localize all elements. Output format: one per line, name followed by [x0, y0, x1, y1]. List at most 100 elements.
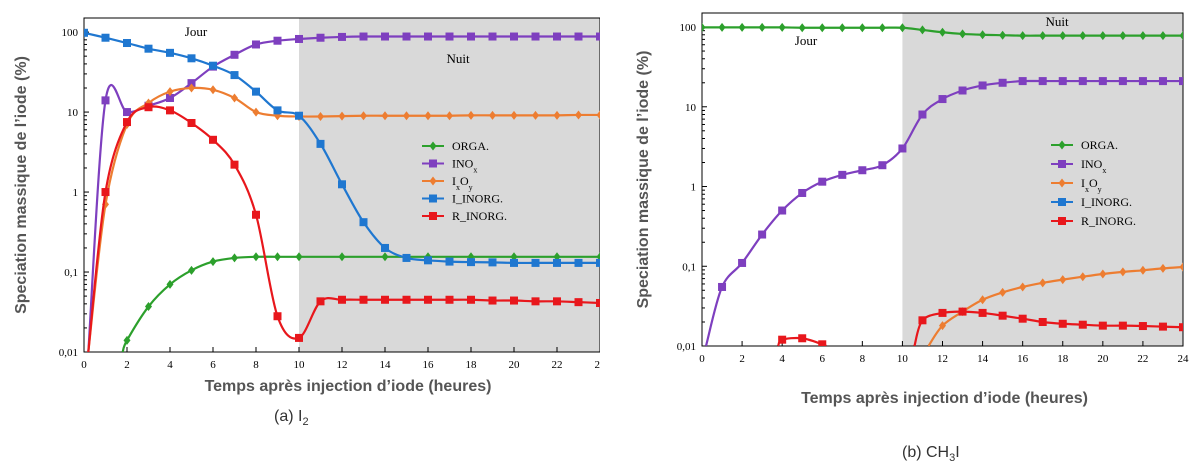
data-point-3	[510, 258, 518, 267]
y-tick-label: 10	[67, 107, 79, 119]
data-point-1	[574, 32, 583, 41]
x-tick-label: 10	[897, 353, 909, 365]
data-point-3	[359, 218, 368, 227]
data-point-2	[166, 87, 174, 97]
caption-a: (a) I2	[274, 408, 309, 428]
data-point-0	[1059, 31, 1067, 41]
x-tick-label: 16	[423, 359, 435, 371]
legend-label: ORGA.	[452, 139, 489, 153]
data-point-3	[84, 28, 88, 37]
data-point-0	[252, 252, 260, 262]
data-point-1	[123, 108, 131, 117]
x-tick-label: 6	[820, 353, 826, 365]
day-label: Jour	[185, 24, 208, 39]
data-point-3	[467, 258, 475, 267]
data-point-4	[798, 334, 807, 343]
data-point-1	[738, 258, 747, 267]
data-point-1	[596, 32, 600, 41]
data-point-3	[531, 258, 540, 267]
data-point-3	[187, 54, 196, 63]
data-point-1	[1158, 77, 1167, 86]
data-point-4	[998, 311, 1007, 320]
data-point-2	[446, 111, 453, 121]
legend-marker	[429, 194, 437, 203]
data-point-1	[918, 110, 927, 119]
data-point-4	[1118, 321, 1127, 330]
series-group	[702, 22, 1183, 346]
legend-marker	[1058, 140, 1066, 150]
x-tick-label: 0	[699, 353, 705, 365]
data-point-3	[209, 61, 217, 70]
data-point-4	[1158, 322, 1167, 331]
data-point-4	[166, 106, 174, 115]
legend-marker	[1058, 198, 1066, 206]
data-point-1	[510, 32, 518, 41]
data-point-4	[359, 295, 368, 304]
x-tick-label: 16	[1017, 353, 1029, 365]
data-point-1	[938, 95, 947, 104]
x-tick-label: 22	[552, 359, 563, 371]
data-point-4	[596, 298, 600, 307]
data-point-1	[898, 144, 907, 153]
data-point-2	[467, 110, 475, 120]
night-label: Nuit	[1045, 14, 1069, 29]
data-point-3	[488, 258, 497, 267]
data-point-3	[230, 71, 239, 80]
data-point-0	[718, 22, 726, 32]
data-point-2	[999, 287, 1007, 297]
data-point-2	[403, 111, 410, 121]
data-point-2	[1099, 269, 1107, 279]
x-tick-label: 4	[167, 359, 173, 371]
x-tick-label: 12	[337, 359, 348, 371]
data-point-4	[316, 297, 325, 306]
legend-label: R_INORG.	[1081, 214, 1136, 228]
data-point-0	[1099, 31, 1107, 41]
data-point-2	[188, 83, 195, 93]
data-point-4	[273, 312, 282, 321]
data-point-4	[1078, 320, 1087, 329]
data-point-1	[1078, 77, 1087, 86]
legend-marker	[429, 159, 437, 168]
legend-label: I_INORG.	[452, 192, 503, 206]
y-tick-label: 0,01	[677, 341, 696, 353]
data-point-0	[798, 23, 806, 33]
legend-label: INOx	[1081, 157, 1106, 175]
data-point-1	[531, 32, 540, 41]
data-point-0	[1159, 31, 1167, 41]
data-point-3	[402, 253, 411, 262]
data-point-2	[1179, 262, 1183, 272]
x-tick-label: 22	[1137, 353, 1148, 365]
legend-marker	[1058, 217, 1066, 225]
y-tick-label: 0,01	[59, 347, 78, 359]
data-point-1	[878, 161, 887, 170]
data-point-3	[574, 258, 583, 267]
caption-b: (b) CH3I	[902, 444, 960, 464]
data-point-4	[938, 308, 947, 317]
data-point-3	[316, 139, 325, 148]
legend-marker	[1058, 160, 1066, 168]
x-tick-label: 12	[937, 353, 948, 365]
caption-b-tail: I	[955, 444, 960, 461]
data-point-0	[918, 25, 926, 35]
data-point-1	[101, 96, 110, 105]
data-point-0	[778, 22, 786, 32]
data-point-0	[123, 335, 131, 345]
x-tick-label: 0	[81, 359, 87, 371]
data-point-1	[818, 177, 827, 186]
data-point-3	[381, 243, 389, 252]
data-point-0	[999, 30, 1007, 40]
data-point-0	[702, 22, 706, 32]
data-point-4	[230, 160, 239, 169]
data-point-4	[445, 295, 454, 304]
day-label: Jour	[795, 33, 818, 48]
data-point-1	[838, 170, 847, 179]
data-point-4	[1098, 321, 1107, 330]
x-tick-label: 18	[1057, 353, 1069, 365]
chart-panel-a: 0,010,1110100024681012141618202224JourNu…	[0, 0, 606, 470]
y-tick-label: 0,1	[682, 261, 696, 273]
data-point-4	[958, 307, 967, 316]
data-point-0	[939, 27, 946, 37]
data-point-1	[758, 230, 767, 239]
x-tick-label: 20	[509, 359, 521, 371]
data-point-2	[939, 321, 946, 331]
